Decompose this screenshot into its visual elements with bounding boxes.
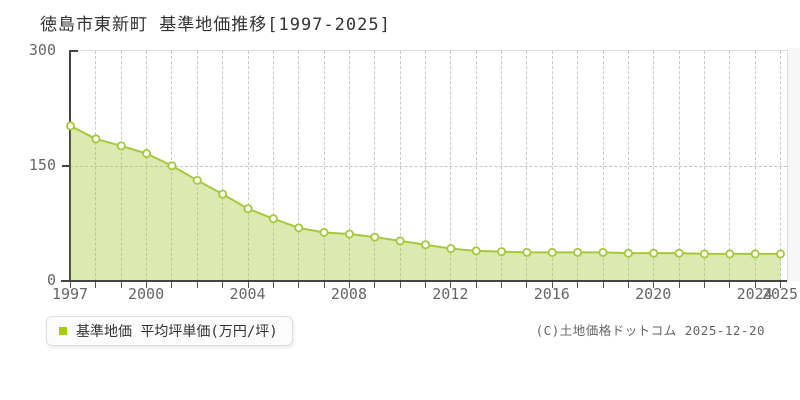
area-fill xyxy=(70,125,781,281)
data-point-2011 xyxy=(420,240,430,250)
data-point-2008 xyxy=(344,229,354,239)
x-axis-tick-2012 xyxy=(450,282,452,288)
y-axis-tick-0 xyxy=(62,280,70,282)
x-axis-tick-2007 xyxy=(323,282,325,288)
data-point-2014 xyxy=(497,247,507,257)
data-point-1997 xyxy=(66,121,75,131)
x-tick-label-2004: 2004 xyxy=(229,285,266,303)
data-point-2021 xyxy=(674,248,684,258)
data-point-1998 xyxy=(91,134,101,144)
data-point-2017 xyxy=(573,247,583,257)
x-axis-tick-2014 xyxy=(501,282,503,288)
x-axis-tick-2024 xyxy=(754,282,756,288)
data-point-2000 xyxy=(142,149,152,159)
x-tick-label-2016: 2016 xyxy=(533,285,570,303)
data-point-2001 xyxy=(167,161,177,171)
x-axis-tick-2008 xyxy=(348,282,350,288)
data-point-2018 xyxy=(598,247,608,257)
x-tick-label-2020: 2020 xyxy=(635,285,672,303)
data-point-2022 xyxy=(699,249,709,259)
x-tick-label-2025: 2025 xyxy=(761,285,799,303)
data-point-1999 xyxy=(116,141,126,151)
data-point-2005 xyxy=(268,214,278,224)
data-point-2023 xyxy=(725,249,735,259)
x-axis-tick-2010 xyxy=(399,282,401,288)
y-tick-label-0: 0 xyxy=(46,271,56,289)
x-axis-tick-2001 xyxy=(171,282,173,288)
price-series xyxy=(66,121,786,281)
x-axis-tick-2006 xyxy=(298,282,300,288)
data-point-2003 xyxy=(218,189,228,199)
x-axis-tick-2021 xyxy=(678,282,680,288)
x-axis-tick-1999 xyxy=(120,282,122,288)
x-axis-tick-2018 xyxy=(602,282,604,288)
y-tick-label-150: 150 xyxy=(28,156,56,174)
x-tick-label-2024: 2024 xyxy=(736,285,773,303)
x-axis-line xyxy=(61,280,787,282)
x-axis-tick-2003 xyxy=(222,282,224,288)
data-point-2002 xyxy=(192,175,202,185)
h-gridline-150 xyxy=(70,166,787,167)
y-axis-tick-150 xyxy=(62,165,70,167)
plot-area xyxy=(70,50,788,281)
copyright-text: (C)土地価格ドットコム 2025-12-20 xyxy=(535,323,765,338)
data-point-2019 xyxy=(623,248,633,258)
data-point-2020 xyxy=(649,248,659,258)
x-axis-tick-1997 xyxy=(70,282,71,288)
x-axis-tick-2023 xyxy=(729,282,731,288)
data-point-2013 xyxy=(471,246,481,256)
x-axis-tick-2011 xyxy=(425,282,426,288)
y-axis-line xyxy=(69,50,71,281)
x-axis-tick-2004 xyxy=(247,282,249,288)
x-axis-tick-1998 xyxy=(95,282,97,288)
data-point-2010 xyxy=(395,236,405,246)
y-tick-label-300: 300 xyxy=(28,41,56,59)
data-point-2006 xyxy=(294,223,304,233)
legend-swatch-icon xyxy=(59,327,67,335)
x-axis-tick-2016 xyxy=(551,282,553,288)
legend-box: 基準地価 平均坪単価(万円/坪) xyxy=(46,316,293,346)
data-point-2024 xyxy=(750,249,760,259)
x-axis-tick-2005 xyxy=(272,282,274,288)
x-axis-tick-2000 xyxy=(146,282,148,288)
x-axis-tick-2015 xyxy=(526,282,528,288)
x-axis-tick-2017 xyxy=(577,282,579,288)
data-point-2009 xyxy=(370,232,380,242)
chart-title: 徳島市東新町 基準地価推移[1997-2025] xyxy=(40,15,391,35)
x-tick-label-2000: 2000 xyxy=(128,285,165,303)
data-point-2025 xyxy=(776,249,786,259)
data-point-2012 xyxy=(446,244,456,254)
x-axis-tick-2019 xyxy=(627,282,629,288)
plot-right-margin xyxy=(788,48,800,281)
x-tick-label-1997: 1997 xyxy=(51,285,89,303)
data-point-2004 xyxy=(243,204,253,214)
x-tick-label-2012: 2012 xyxy=(432,285,469,303)
data-point-2007 xyxy=(319,227,329,237)
x-tick-label-2008: 2008 xyxy=(330,285,367,303)
legend-label: 基準地価 平均坪単価(万円/坪) xyxy=(76,324,278,340)
y-axis-tick-300 xyxy=(70,50,78,52)
data-point-2016 xyxy=(547,247,557,257)
x-axis-tick-2009 xyxy=(374,282,376,288)
x-axis-tick-2013 xyxy=(475,282,477,288)
x-axis-tick-2025 xyxy=(780,282,781,288)
x-axis-tick-2002 xyxy=(196,282,198,288)
x-axis-tick-2022 xyxy=(703,282,705,288)
x-axis-tick-2020 xyxy=(653,282,655,288)
data-point-2015 xyxy=(522,247,532,257)
